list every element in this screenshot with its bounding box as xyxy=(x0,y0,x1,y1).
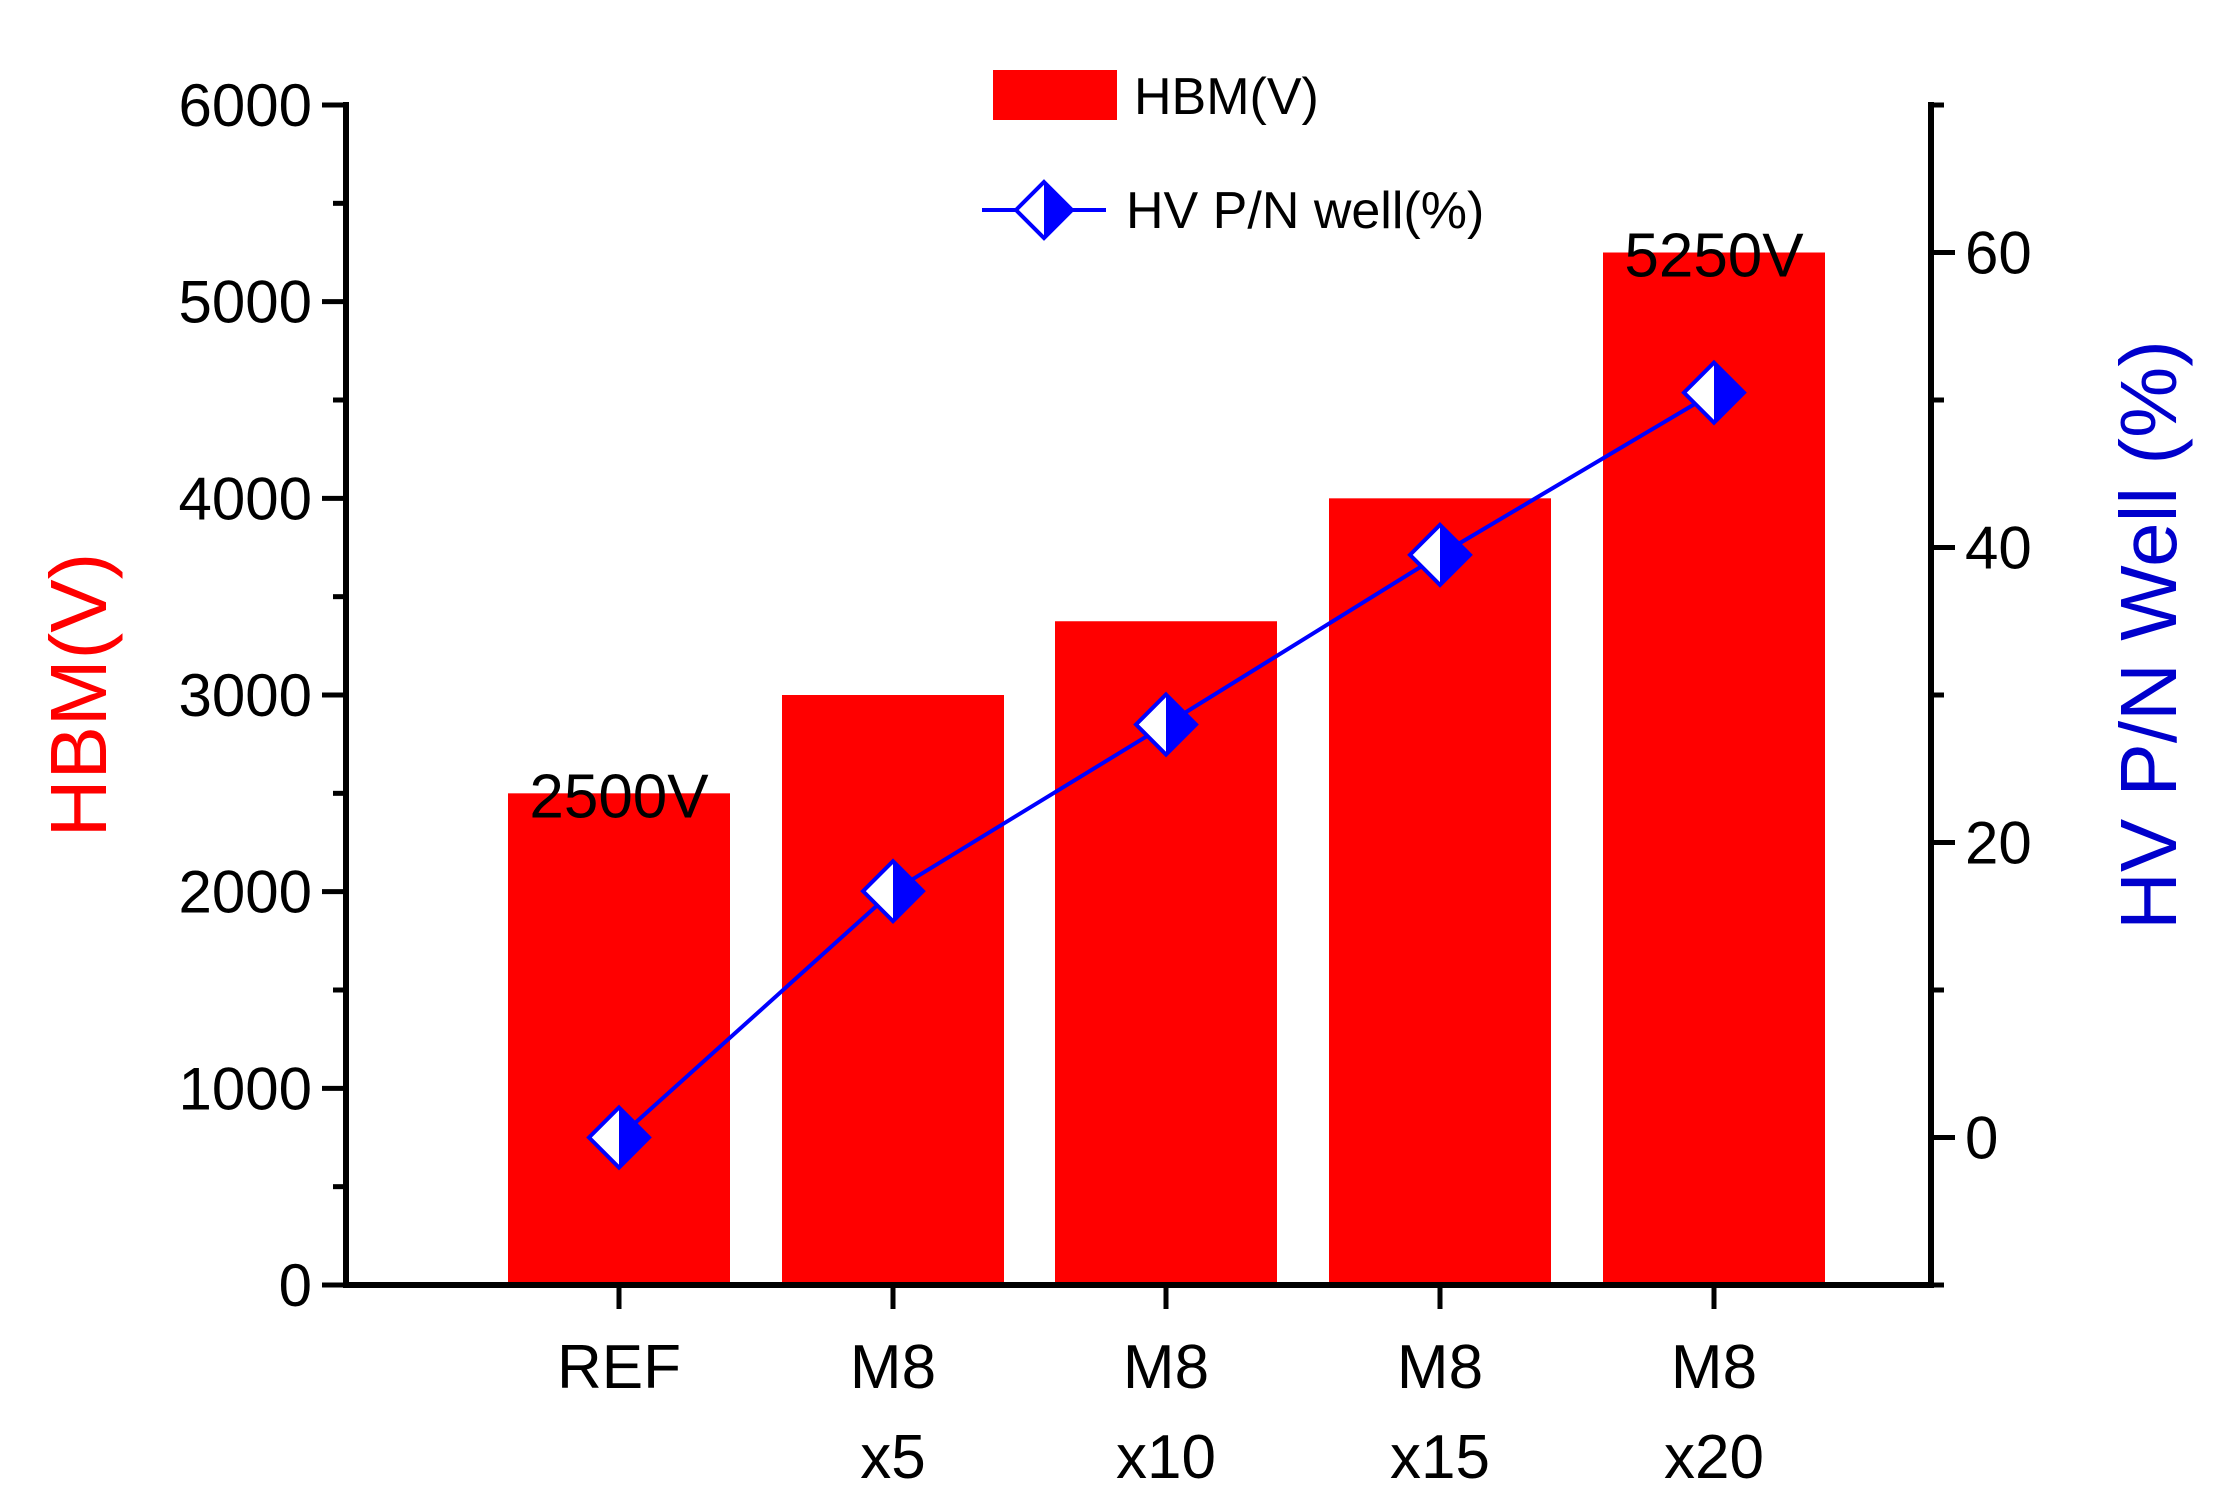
y-axis-title: HBM(V) xyxy=(34,553,123,837)
marker-right-half xyxy=(619,1107,649,1168)
x-tick-label-1-0: M8 xyxy=(850,1333,936,1402)
right-tick-label-1: 20 xyxy=(1965,810,2032,877)
marker-right-half xyxy=(1044,182,1072,238)
line-point-1 xyxy=(860,858,926,925)
marker-left-half xyxy=(1410,524,1440,585)
left-tick-label-2: 2000 xyxy=(179,859,312,926)
marker-right-half xyxy=(1166,694,1196,755)
marker-outline xyxy=(586,1104,652,1171)
x-tick-label-2-0: M8 xyxy=(1123,1333,1209,1402)
marker-outline xyxy=(860,858,926,925)
x-tick-label-3-0: M8 xyxy=(1397,1333,1483,1402)
left-tick-label-5: 5000 xyxy=(179,269,312,336)
line-point-3 xyxy=(1407,522,1473,588)
x-tick-label-2-1: x10 xyxy=(1116,1423,1216,1492)
marker-outline xyxy=(1407,522,1473,588)
right-tick-label-2: 40 xyxy=(1965,515,2032,582)
legend-label-line: HV P/N well(%) xyxy=(1126,182,1484,240)
legend-label-bar: HBM(V) xyxy=(1134,68,1319,126)
x-tick-label-0-0: REF xyxy=(557,1333,681,1402)
bar-0 xyxy=(508,793,730,1285)
right-tick-label-0: 0 xyxy=(1965,1105,1998,1172)
marker-outline xyxy=(1681,359,1747,426)
legend: HBM(V) HV P/N well(%) xyxy=(982,68,1484,241)
marker-left-half xyxy=(1684,362,1714,423)
left-tick-label-0: 0 xyxy=(279,1252,312,1319)
left-tick-label-4: 4000 xyxy=(179,465,312,532)
marker-right-half xyxy=(1714,362,1744,423)
marker-right-half xyxy=(1440,524,1470,585)
marker-right-half xyxy=(893,861,923,922)
marker-left-half xyxy=(589,1107,619,1168)
marker-outline xyxy=(1013,179,1075,241)
y2-axis-title: HV P/N Well (%) xyxy=(2104,340,2193,930)
legend-marker xyxy=(1013,179,1075,241)
x-tick-label-4-1: x20 xyxy=(1664,1423,1764,1492)
line-point-2 xyxy=(1133,691,1199,758)
line-point-4 xyxy=(1681,359,1747,426)
left-tick-label-3: 3000 xyxy=(179,662,312,729)
labels: 0 1000 2000 3000 4000 5000 6000 0 20 40 60 REF M8 x5 M… xyxy=(34,72,2193,1492)
right-tick-label-3: 60 xyxy=(1965,220,2032,287)
bar-series xyxy=(508,252,1825,1285)
axes xyxy=(322,102,1955,1309)
marker-left-half xyxy=(1136,694,1166,755)
annotation-0: 2500V xyxy=(529,762,709,831)
annotation-1: 5250V xyxy=(1624,222,1804,291)
marker-left-half xyxy=(863,861,893,922)
line-point-0 xyxy=(586,1104,652,1171)
line-series xyxy=(586,359,1747,1171)
marker-outline xyxy=(1133,691,1199,758)
left-tick-label-6: 6000 xyxy=(179,72,312,139)
x-tick-label-3-1: x15 xyxy=(1390,1423,1490,1492)
bar-3 xyxy=(1329,498,1551,1285)
left-tick-label-1: 1000 xyxy=(179,1055,312,1122)
x-tick-label-1-1: x5 xyxy=(860,1423,925,1492)
legend-swatch-bar xyxy=(993,70,1117,120)
x-tick-label-4-0: M8 xyxy=(1671,1333,1757,1402)
bar-1 xyxy=(782,695,1004,1285)
marker-left-half xyxy=(1016,182,1044,238)
